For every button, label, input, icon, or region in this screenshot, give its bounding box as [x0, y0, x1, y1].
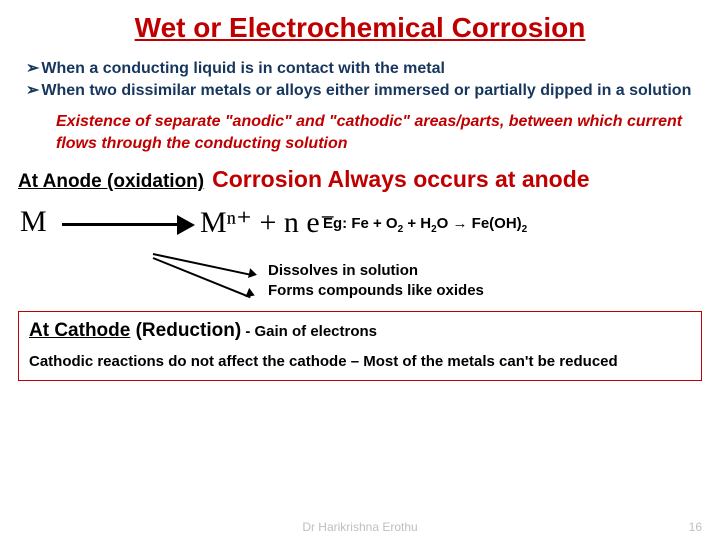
bullet-arrow-icon: ➢ [26, 58, 39, 80]
eg-part2: + H [403, 215, 431, 232]
cathode-heading: At Cathode (Reduction) - Gain of electro… [29, 320, 691, 342]
pointer-tip-icon [245, 288, 256, 300]
example-reaction: Eg: Fe + O2 + H2O → Fe(OH)2 [323, 215, 527, 235]
cathode-description: Cathodic reactions do not affect the cat… [29, 352, 691, 372]
page-title: Wet or Electrochemical Corrosion [18, 12, 702, 44]
equation-right: Mⁿ⁺ + n e⁻ [200, 205, 336, 240]
cathode-label-underline: At Cathode [29, 320, 130, 341]
bullet-item: ➢ When a conducting liquid is in contact… [26, 58, 702, 80]
bullet-text: When two dissimilar metals or alloys eit… [41, 80, 691, 102]
reaction-arrow-icon [62, 223, 182, 226]
page-number: 16 [689, 520, 702, 534]
cathode-gain: - Gain of electrons [241, 323, 377, 340]
subscript: 2 [522, 224, 528, 235]
bullet-item: ➢ When two dissimilar metals or alloys e… [26, 80, 702, 102]
bullet-arrow-icon: ➢ [26, 80, 39, 102]
equation-left: M [20, 205, 47, 239]
anode-label: At Anode (oxidation) [18, 171, 204, 193]
anode-heading-row: At Anode (oxidation) Corrosion Always oc… [18, 166, 702, 193]
bullet-list: ➢ When a conducting liquid is in contact… [26, 58, 702, 101]
pointer-tip-icon [248, 269, 258, 280]
cathode-label-rest: (Reduction) [130, 320, 241, 341]
oxidation-equation: M Mⁿ⁺ + n e⁻ [18, 201, 293, 249]
eg-part3: O → Fe(OH) [437, 215, 522, 232]
reaction-arrowhead-icon [177, 215, 195, 235]
existence-note: Existence of separate "anodic" and "cath… [56, 111, 702, 154]
dissolve-line2: Forms compounds like oxides [268, 281, 484, 301]
dissolve-line1: Dissolves in solution [268, 261, 484, 281]
cathode-box: At Cathode (Reduction) - Gain of electro… [18, 311, 702, 381]
pointer-text: Dissolves in solution Forms compounds li… [268, 261, 484, 300]
bullet-text: When a conducting liquid is in contact w… [41, 58, 445, 80]
pointer-annotation: Dissolves in solution Forms compounds li… [153, 253, 702, 307]
footer-author: Dr Harikrishna Erothu [0, 520, 720, 534]
equation-row: M Mⁿ⁺ + n e⁻ Eg: Fe + O2 + H2O → Fe(OH)2 [18, 201, 702, 249]
anode-statement: Corrosion Always occurs at anode [212, 166, 589, 193]
